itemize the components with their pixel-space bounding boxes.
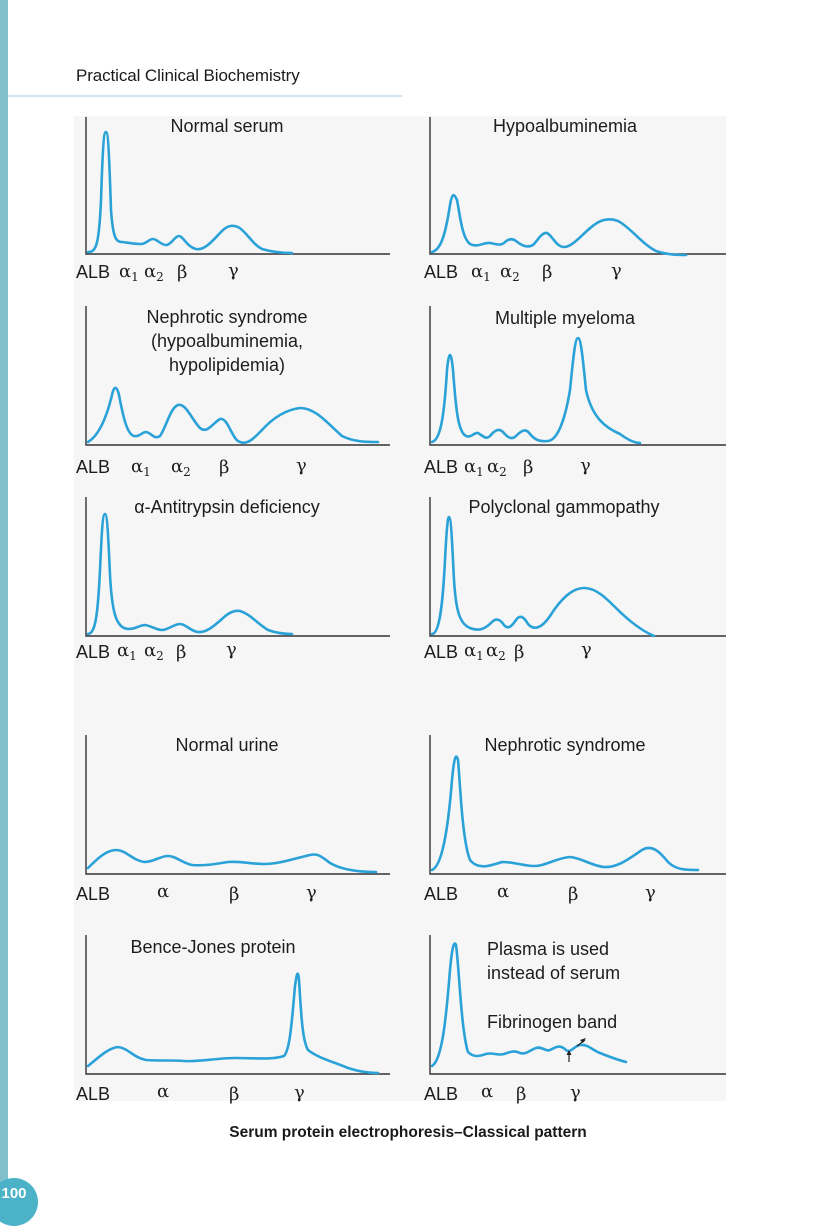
panel-title: Normal serum [170,116,283,136]
panel-plasma-instead-of-serum: Plasma is used instead of serum Fibrinog… [424,935,726,1105]
panel-title: Multiple myeloma [495,308,636,328]
axis [429,117,726,255]
label-beta: β [229,1084,239,1105]
serum-curve [430,194,688,257]
panel-title: Hypoalbuminemia [493,116,638,136]
arrowhead [566,1050,572,1055]
axis [429,497,726,637]
axis [429,735,726,875]
serum-curve [86,130,294,255]
label-alpha1: α1 [131,456,151,479]
axis [85,117,390,255]
fibrinogen-band-note: Fibrinogen band [487,1012,617,1032]
label-gamma: γ [296,455,307,476]
label-gamma: γ [645,882,656,903]
axis [85,735,390,875]
label-gamma: γ [581,639,592,660]
label-alpha: α [497,881,509,902]
panel-alpha-antitrypsin-deficiency: α-Antitrypsin deficiency ALB α1 α2 β γ [76,497,390,663]
figure-caption: Serum protein electrophoresis–Classical … [229,1124,587,1141]
panel-title-line3: hypolipidemia) [169,355,285,375]
label-alpha2: α2 [487,456,507,479]
axis [429,935,726,1075]
urine-curve [86,972,380,1075]
label-alpha2: α2 [144,640,164,663]
electrophoresis-figure: Normal serum ALB α1 α2 β γ Hypoalbuminem… [76,116,726,1105]
label-beta: β [523,457,533,478]
axis [85,935,390,1075]
label-alpha2: α2 [144,261,164,284]
header-rule [8,95,402,97]
running-head: Practical Clinical Biochemistry [76,66,300,85]
label-gamma: γ [611,260,622,281]
label-alb: ALB [76,642,110,662]
label-alpha: α [157,1081,169,1102]
label-alpha2: α2 [171,456,191,479]
plasma-curve [430,942,628,1068]
panel-polyclonal-gammopathy: Polyclonal gammopathy ALB α1 α2 β γ [424,497,726,663]
panel-hypoalbuminemia: Hypoalbuminemia ALB α1 α2 β γ [424,116,726,284]
serum-curve [430,515,656,638]
label-alb: ALB [76,1084,110,1104]
panel-bence-jones-protein: Bence-Jones protein ALB α β γ [76,935,390,1105]
label-alb: ALB [424,1084,458,1104]
label-gamma: γ [228,260,239,281]
label-beta: β [177,262,187,283]
label-alpha: α [481,1081,493,1102]
label-gamma: γ [570,1082,581,1103]
panel-title: α-Antitrypsin deficiency [134,497,319,517]
label-alb: ALB [424,262,458,282]
panel-normal-urine: Normal urine ALB α β γ [76,735,390,905]
arrowhead [580,1038,586,1043]
label-alpha1: α1 [464,640,484,663]
axis [85,497,390,637]
panel-title: Normal urine [175,735,278,755]
panel-title-line1: Nephrotic syndrome [146,307,307,327]
label-alpha: α [157,881,169,902]
serum-curve [86,386,380,444]
label-alb: ALB [76,457,110,477]
label-beta: β [176,642,186,663]
label-gamma: γ [306,882,317,903]
label-gamma: γ [294,1082,305,1103]
panel-title-line2: instead of serum [487,963,620,983]
label-gamma: γ [580,455,591,476]
serum-curve [430,336,642,445]
serum-curve [86,512,294,636]
panel-title: Polyclonal gammopathy [468,497,659,517]
panel-title: Nephrotic syndrome [484,735,645,755]
panel-title-line1: Plasma is used [487,939,609,959]
urine-curve [86,848,378,874]
label-alpha1: α1 [464,456,484,479]
label-alpha1: α1 [119,261,139,284]
label-alpha2: α2 [486,640,506,663]
label-alpha1: α1 [471,261,491,284]
axis [85,306,390,446]
panel-multiple-myeloma: Multiple myeloma ALB α1 α2 β γ [424,306,726,479]
panel-nephrotic-syndrome-serum: Nephrotic syndrome (hypoalbuminemia, hyp… [76,306,390,479]
panel-title-line2: (hypoalbuminemia, [151,331,303,351]
label-alb: ALB [424,642,458,662]
label-beta: β [514,642,524,663]
label-alpha1: α1 [117,640,137,663]
panel-normal-serum: Normal serum ALB α1 α2 β γ [76,116,390,284]
label-alb: ALB [76,884,110,904]
urine-curve [430,755,700,872]
label-alb: ALB [424,884,458,904]
label-beta: β [542,262,552,283]
label-alpha2: α2 [500,261,520,284]
label-beta: β [229,884,239,905]
axis [429,306,726,446]
label-beta: β [219,457,229,478]
label-gamma: γ [226,639,237,660]
label-alb: ALB [424,457,458,477]
panel-nephrotic-syndrome-urine: Nephrotic syndrome ALB α β γ [424,735,726,905]
page-edge-bar [0,0,8,1200]
label-beta: β [516,1084,526,1105]
fibrinogen-arrows [566,1038,586,1062]
panel-title: Bence-Jones protein [130,937,295,957]
label-alb: ALB [76,262,110,282]
label-beta: β [568,884,578,905]
